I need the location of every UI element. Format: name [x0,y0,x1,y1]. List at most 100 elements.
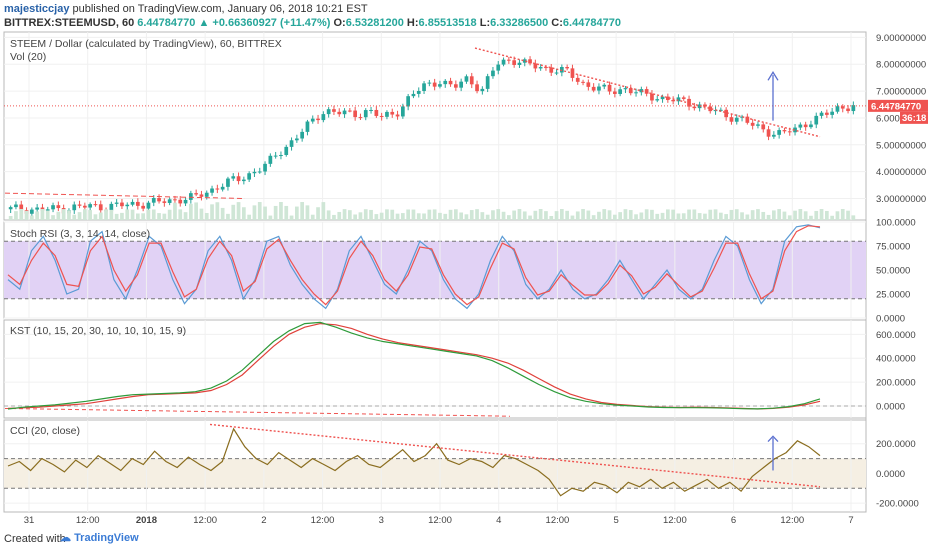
tradingview-logo[interactable]: ☁ TradingView [60,531,139,544]
volume-bar [809,215,813,220]
candle-body [19,204,24,211]
candle-body [294,138,299,141]
candle-body [787,131,792,133]
volume-bar [559,209,564,220]
volume-bar [353,214,358,220]
candle-body [263,163,267,172]
candle-body [628,88,633,94]
candle-body [226,178,230,187]
candle-body [650,93,654,101]
volume-bar [793,210,797,220]
candle-body [464,76,469,82]
last-price-tag [868,99,928,112]
volume-bar [724,214,729,220]
volume-bar [406,209,411,220]
open-label: O: [333,17,346,29]
candle-body [141,205,146,209]
candle-body [708,106,713,112]
candle-body [241,179,246,182]
volume-bar [35,211,40,220]
volume-bar [72,214,77,220]
close-value: 6.44784770 [562,17,622,29]
candle-body [840,106,845,109]
y-tick-label: 4.00000000 [876,167,926,178]
candle-body [618,89,623,94]
candle-body [681,97,686,99]
volume-bar [273,205,278,220]
x-tick-label: 12:00 [428,515,452,526]
volume-bar [183,212,188,220]
candle-body [793,127,797,133]
volume-bar [766,214,771,220]
candle-body [406,96,411,107]
candle-body [395,114,400,117]
volume-bar [141,213,146,220]
volume-bar [512,210,517,220]
x-tick-label: 12:00 [76,515,100,526]
volume-bar [347,210,352,220]
candle-body [453,84,458,88]
candle-body [798,124,803,128]
volume-bar [342,209,347,220]
y-tick-label: 100.0000 [876,218,916,229]
candle-body [427,82,432,84]
candle-body [777,130,782,135]
candle-body [491,70,495,77]
volume-bar [98,212,103,220]
y-tick-label: 600.0000 [876,330,916,341]
candle-body [8,207,13,210]
candle-body [194,193,199,195]
volume-bar [734,209,739,220]
volume-bar [135,213,140,220]
volume-bar [104,209,108,220]
volume-bar [718,212,723,220]
volume-bar [681,213,686,220]
volume-bar [247,214,252,220]
volume-bar [369,209,373,220]
volume-bar [485,214,490,220]
candle-body [480,88,485,92]
candle-body [173,199,177,201]
stoch-k-line [7,224,821,310]
candle-body [506,59,511,61]
volume-bar [522,211,527,220]
volume-bar [114,213,119,220]
trendline-support [4,192,246,200]
volume-bar [194,202,199,220]
author-link[interactable]: majesticcjay [4,3,70,15]
volume-bar [204,213,209,220]
volume-bar [782,211,787,220]
volume-bar [67,210,71,220]
up-arrow-icon: ▲ [198,17,210,29]
y-tick-label: 75.0000 [876,242,910,253]
tradingview-brand: TradingView [74,532,139,544]
candle-body [422,83,426,91]
volume-bar [294,206,299,220]
volume-bar [506,215,511,220]
candle-body [814,115,819,125]
candle-body [257,171,262,173]
volume-bar [729,209,734,220]
y-tick-label: 50.0000 [876,266,910,277]
volume-bar [644,209,649,220]
volume-bar [623,209,628,220]
candle-body [803,124,808,128]
volume-bar [257,202,262,220]
volume-bar [814,210,819,220]
candle-body [771,134,776,137]
candle-body [740,116,744,118]
candle-body [459,81,464,88]
volume-bar [660,212,665,220]
volume-bar [591,215,596,220]
volume-bar [840,209,845,220]
candle-body [321,114,326,121]
volume-bar [549,215,554,220]
x-tick-label: 3 [379,515,384,526]
volume-bar [358,212,363,220]
volume-bar [464,214,469,220]
symbol-name[interactable]: BITTREX:STEEMUSD, 60 [4,17,135,29]
candle-body [623,88,628,90]
candle-body [586,82,591,87]
candle-body [289,140,294,147]
